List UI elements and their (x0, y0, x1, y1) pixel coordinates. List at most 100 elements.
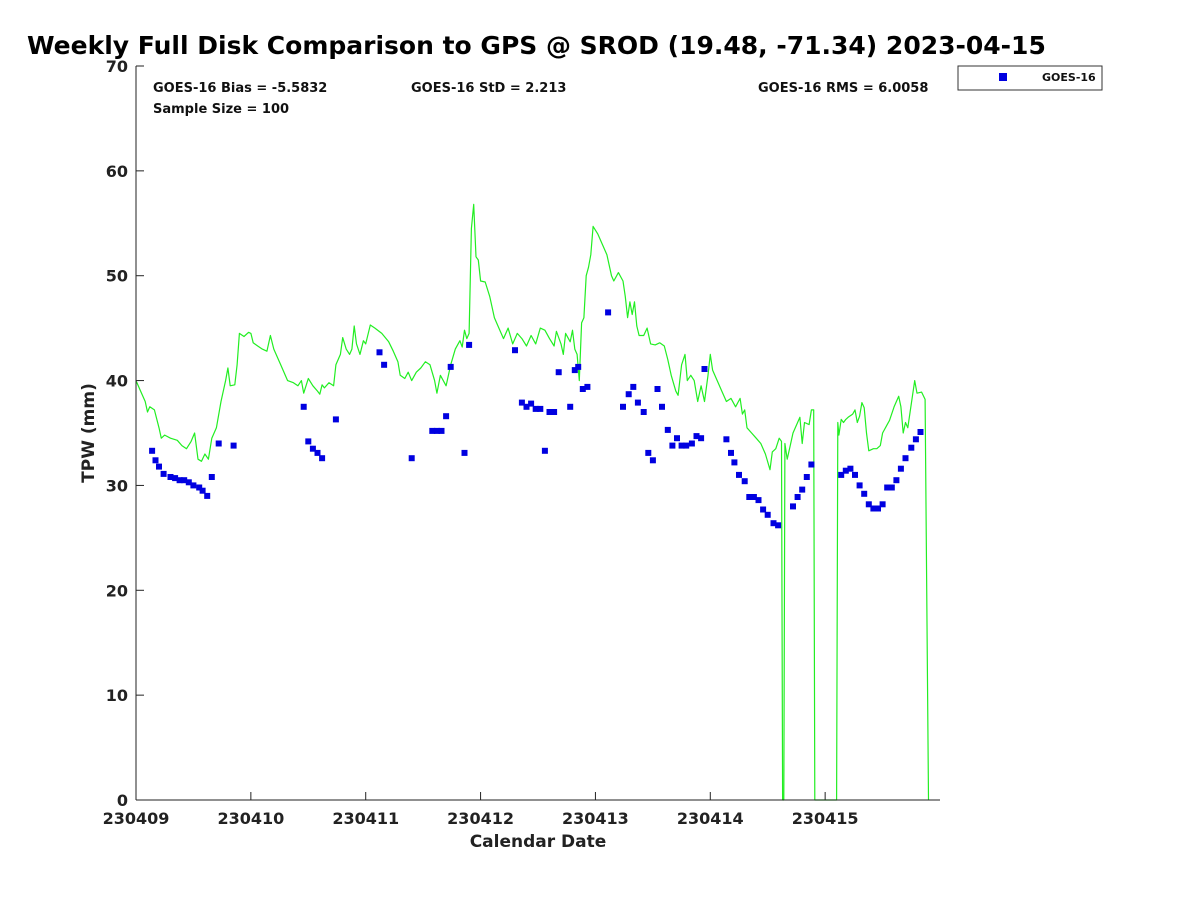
goes16-point (196, 484, 203, 491)
goes16-point (856, 482, 863, 489)
goes16-point (683, 442, 690, 449)
goes16-point (746, 494, 753, 500)
goes16-point (185, 479, 192, 486)
goes16-point (630, 383, 637, 390)
goes16-point (579, 386, 586, 392)
legend-box (957, 65, 1103, 91)
y-axis: 0 10 20 30 40 50 60 70 (106, 57, 144, 810)
goes16-point (664, 426, 671, 433)
goes16-point (634, 399, 641, 406)
goes16-point (701, 366, 708, 372)
goes16-point (532, 405, 539, 412)
goes16-point (674, 435, 680, 442)
goes16-point (215, 440, 222, 447)
x-tick-label: 230415 (792, 809, 859, 828)
goes16-point (156, 463, 162, 470)
goes16-point (512, 347, 518, 354)
goes16-point (319, 455, 326, 462)
goes16-point (884, 484, 891, 491)
goes16-point (790, 503, 796, 510)
y-tick-label: 10 (106, 686, 128, 705)
goes16-point (555, 369, 562, 376)
goes16-point (888, 484, 895, 491)
goes16-point (551, 409, 558, 415)
goes16-point (433, 427, 440, 434)
goes16-point (309, 445, 316, 452)
goes16-point (204, 492, 211, 499)
goes16-point (518, 399, 525, 406)
goes16-point (912, 436, 919, 443)
y-tick-label: 20 (106, 581, 128, 600)
goes16-point (870, 505, 877, 512)
goes16-point (466, 341, 473, 348)
goes16-point (208, 474, 215, 480)
y-tick-label: 40 (106, 372, 128, 391)
goes16-point (861, 490, 868, 497)
goes16-point (852, 471, 858, 478)
goes16-point (461, 449, 468, 456)
goes16-point (842, 467, 849, 474)
goes16-point (523, 403, 530, 410)
goes16-point (230, 442, 237, 449)
goes16-point (546, 409, 553, 415)
x-tick-label: 230409 (103, 809, 170, 828)
y-tick-label: 60 (106, 162, 128, 181)
legend-label-goes16: GOES-16 (1042, 71, 1096, 84)
goes16-point (575, 363, 582, 370)
goes16-point (741, 478, 748, 485)
goes16-point (847, 465, 854, 472)
x-axis: 230409 230410 230411 230412 230413 230414 2304… (103, 792, 940, 828)
goes16-point (438, 427, 445, 434)
stat-rms: GOES-16 RMS = 6.0058 (758, 81, 928, 96)
chart-title: Weekly Full Disk Comparison to GPS @ SRO… (27, 31, 1046, 60)
goes16-point (799, 486, 806, 493)
goes16-point (190, 482, 197, 489)
goes16-point (775, 522, 782, 529)
goes16-point (669, 442, 676, 449)
plot-area (135, 203, 930, 801)
goes16-point (879, 501, 886, 508)
goes16-point (654, 386, 661, 392)
goes16-point (750, 494, 757, 500)
goes16-point (149, 447, 156, 454)
y-tick-label: 30 (106, 476, 128, 495)
x-tick-label: 230411 (332, 809, 399, 828)
goes16-point (803, 474, 810, 480)
goes16-point (723, 436, 730, 443)
x-axis-label: Calendar Date (470, 832, 607, 852)
legend-marker-goes16 (999, 73, 1007, 81)
goes16-point (645, 449, 652, 456)
y-tick-label: 0 (117, 791, 128, 810)
goes16-point (893, 477, 900, 484)
x-tick-label: 230414 (677, 809, 744, 828)
goes16-point (584, 383, 591, 390)
goes16-point (659, 403, 665, 410)
goes16-point (381, 361, 388, 368)
goes16-point (300, 403, 307, 410)
goes16-point (408, 455, 415, 462)
goes16-point (625, 391, 632, 398)
y-tick-label: 50 (106, 267, 128, 286)
goes16-point (528, 400, 535, 407)
goes16-point (764, 511, 771, 518)
goes16-point (567, 403, 574, 410)
goes16-point (736, 471, 742, 478)
stat-bias: GOES-16 Bias = -5.5832 (153, 81, 327, 96)
legend: GOES-16 (957, 65, 1103, 91)
goes16-point (176, 477, 183, 484)
goes16-point (152, 457, 159, 464)
goes16-point (755, 497, 762, 504)
x-tick-label: 230412 (447, 809, 514, 828)
y-tick-label: 70 (106, 57, 128, 76)
x-tick-label: 230413 (562, 809, 629, 828)
stats-box: GOES-16 Bias = -5.5832 GOES-16 StD = 2.2… (153, 81, 928, 117)
goes16-point (865, 501, 872, 508)
goes16-point (429, 427, 436, 434)
goes16-point (838, 471, 845, 478)
stat-std: GOES-16 StD = 2.213 (411, 81, 566, 96)
goes16-point (376, 349, 383, 356)
goes16-point (443, 413, 450, 420)
goes16-point (160, 470, 167, 477)
goes16-point (760, 506, 767, 513)
